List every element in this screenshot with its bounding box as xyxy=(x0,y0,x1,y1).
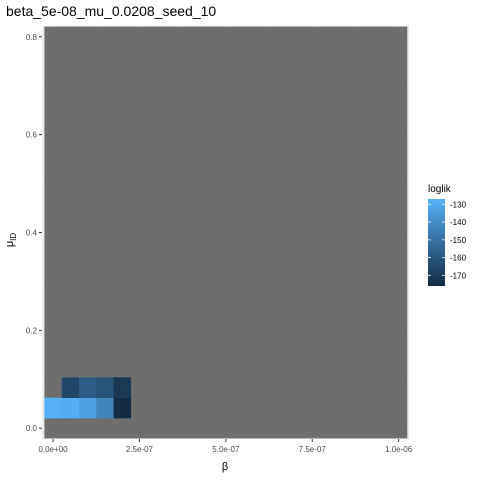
heatmap-tile xyxy=(96,377,114,398)
legend-label: -130 xyxy=(450,200,467,209)
y-tick-label: 0.0 xyxy=(26,424,38,433)
legend-label: -140 xyxy=(450,218,467,227)
heatmap-tile xyxy=(44,397,62,419)
x-tick-label: 5.0e-07 xyxy=(212,445,240,454)
y-tick-label: 0.8 xyxy=(26,33,38,42)
legend-label: -160 xyxy=(450,254,467,263)
legend-ticks: -130 -140 -150 -160 -170 xyxy=(428,200,467,280)
y-tick-label: 0.6 xyxy=(26,131,38,140)
x-axis-title: β xyxy=(222,461,228,473)
legend-label: -150 xyxy=(450,236,467,245)
heatmap-tiles xyxy=(44,377,132,419)
x-tick-label: 1.0e-06 xyxy=(385,445,413,454)
heatmap-tile xyxy=(61,397,80,419)
chart-title: beta_5e-08_mu_0.0208_seed_10 xyxy=(6,3,216,19)
heatmap-tile xyxy=(78,397,97,419)
x-axis-ticks: 0.0e+00 2.5e-07 5.0e-07 7.5e-07 1.0e-06 xyxy=(38,439,413,454)
x-tick-label: 7.5e-07 xyxy=(299,445,327,454)
heatmap-tile xyxy=(113,377,132,398)
y-tick-label: 0.2 xyxy=(26,326,38,335)
legend: loglik -130 -140 -150 -160 -170 xyxy=(428,184,467,286)
x-tick-label: 2.5e-07 xyxy=(126,445,154,454)
heatmap-tile xyxy=(61,377,80,398)
y-axis-title-subscript: ID xyxy=(9,233,18,241)
legend-colorbar xyxy=(428,199,445,286)
legend-label: -170 xyxy=(450,271,467,280)
na-region xyxy=(44,26,408,439)
y-axis-ticks: 0.0 0.2 0.4 0.6 0.8 xyxy=(26,33,42,433)
y-axis-title: μID xyxy=(4,233,18,248)
legend-title: loglik xyxy=(428,184,452,195)
x-tick-label: 0.0e+00 xyxy=(38,445,68,454)
y-tick-label: 0.4 xyxy=(26,229,38,238)
heatmap-tile xyxy=(113,397,132,419)
heatmap-tile xyxy=(96,397,114,419)
y-axis-title-main: μ xyxy=(4,241,16,247)
heatmap-tile xyxy=(78,377,97,398)
